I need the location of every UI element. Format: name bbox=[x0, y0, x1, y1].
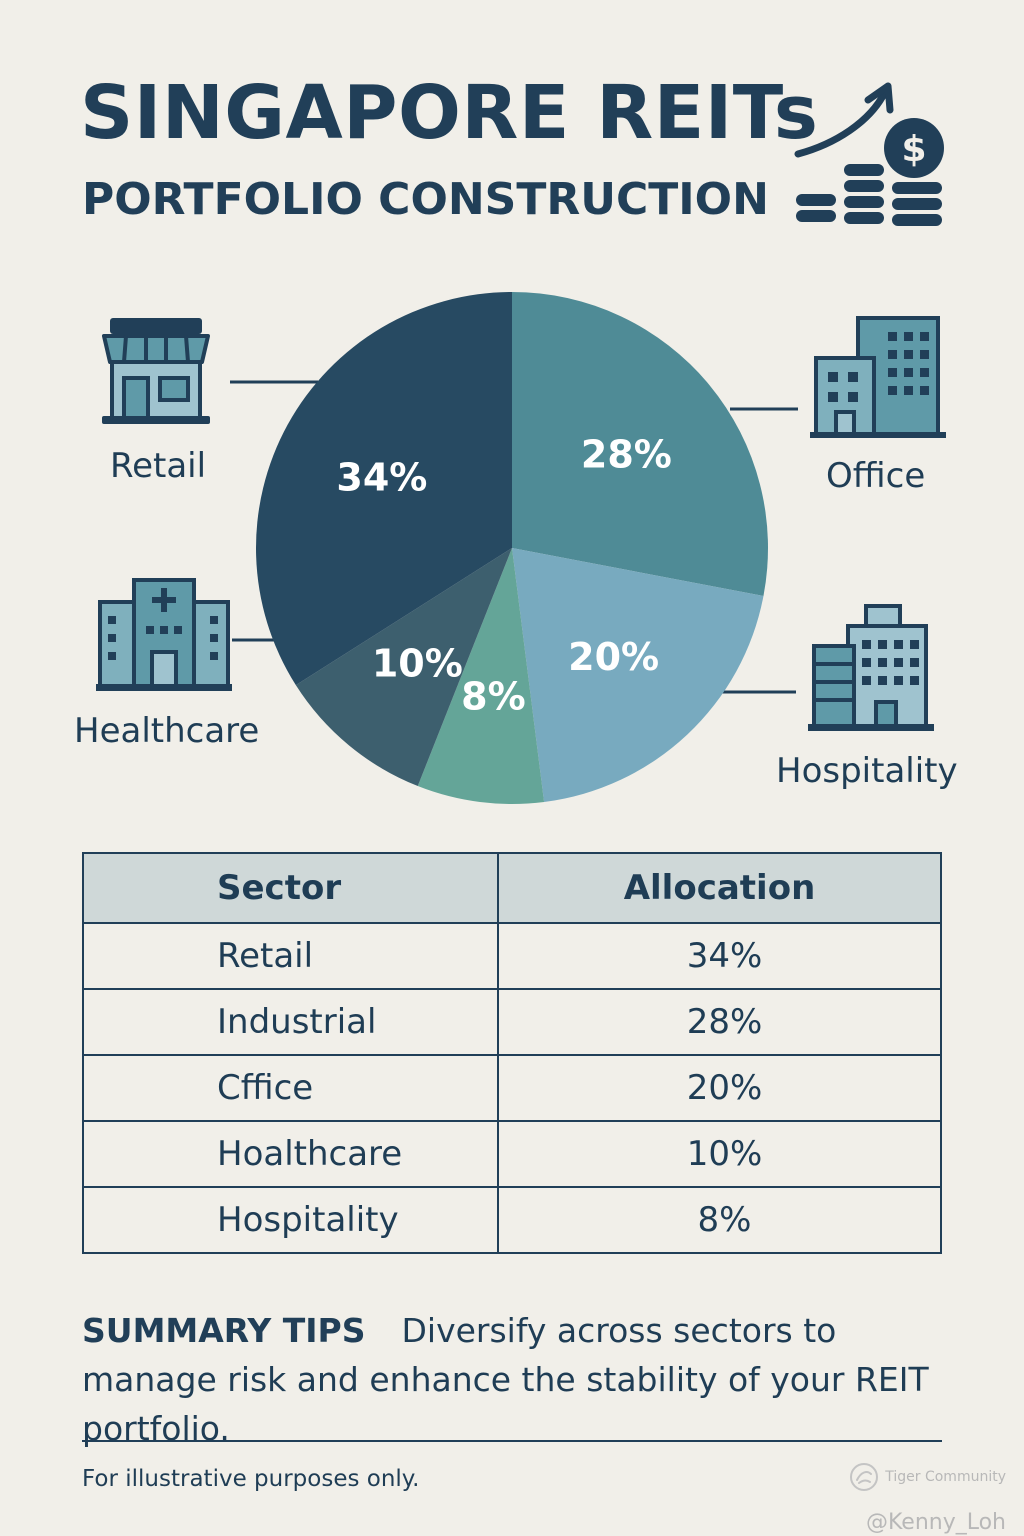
pie-slice bbox=[512, 548, 764, 802]
table-row: Hospitality 8% bbox=[82, 1186, 942, 1254]
table-row: Cffice 20% bbox=[82, 1054, 942, 1122]
table-header-sector: Sector bbox=[82, 852, 499, 924]
hotel-building-icon bbox=[808, 604, 934, 731]
pie-slice bbox=[512, 292, 769, 596]
table-row: Retail 34% bbox=[82, 922, 942, 990]
storefront-icon bbox=[102, 318, 210, 424]
pie-slice bbox=[295, 548, 512, 787]
table-cell-sector: Hoalthcare bbox=[82, 1120, 499, 1188]
table-cell-allocation: 28% bbox=[497, 988, 942, 1056]
table-cell-allocation: 20% bbox=[497, 1054, 942, 1122]
allocation-table: Sector Allocation Retail 34% Industrial … bbox=[82, 852, 942, 1254]
summary-tips-heading: SUMMARY TIPS bbox=[82, 1311, 366, 1350]
summary-tips: SUMMARY TIPS Diversify across sectors to … bbox=[82, 1306, 962, 1453]
sector-label-office: Office bbox=[826, 456, 926, 496]
footer-divider bbox=[82, 1440, 942, 1442]
table-cell-sector: Hospitality bbox=[82, 1186, 499, 1254]
sector-label-retail: Retail bbox=[110, 446, 207, 486]
pie-slice-label: 10% bbox=[372, 641, 463, 685]
page-subtitle: PORTFOLIO CONSTRUCTION bbox=[82, 174, 769, 225]
table-cell-sector: Cffice bbox=[82, 1054, 499, 1122]
table-row: Hoalthcare 10% bbox=[82, 1120, 942, 1188]
pie-slice-label: 8% bbox=[461, 674, 526, 718]
pie-slice bbox=[417, 548, 545, 805]
sector-label-healthcare: Healthcare bbox=[74, 711, 260, 751]
disclaimer: For illustrative purposes only. bbox=[82, 1466, 420, 1492]
page-title: SINGAPORE REITs bbox=[80, 70, 819, 156]
svg-text:$: $ bbox=[901, 129, 926, 170]
summary-tips-text: Diversify across sectors to manage risk … bbox=[82, 1311, 929, 1448]
watermark-handle: @Kenny_Loh bbox=[865, 1510, 1006, 1535]
pie-slice-label: 34% bbox=[336, 455, 427, 499]
table-cell-sector: Retail bbox=[82, 922, 499, 990]
table-row: Industrial 28% bbox=[82, 988, 942, 1056]
table-cell-allocation: 8% bbox=[497, 1186, 942, 1254]
tiger-logo-icon bbox=[850, 1463, 879, 1491]
sector-label-hospitality: Hospitality bbox=[776, 751, 958, 791]
table-cell-allocation: 10% bbox=[497, 1120, 942, 1188]
watermark: Tiger Community @Kenny_Loh bbox=[849, 1462, 1006, 1536]
table-header-allocation: Allocation bbox=[497, 852, 942, 924]
office-buildings-icon bbox=[810, 316, 946, 438]
pie-slice-label: 28% bbox=[581, 432, 672, 476]
hospital-icon bbox=[96, 578, 232, 691]
pie-slice-label: 20% bbox=[568, 635, 659, 679]
pie-slice bbox=[256, 292, 512, 686]
pie-chart: 28% 20% 8%10% 34% bbox=[230, 292, 798, 805]
table-cell-sector: Industrial bbox=[82, 988, 499, 1056]
money-growth-icon: $ bbox=[794, 82, 944, 226]
table-cell-allocation: 34% bbox=[497, 922, 942, 990]
watermark-brand: Tiger Community bbox=[885, 1468, 1006, 1485]
table-header-row: Sector Allocation bbox=[82, 852, 942, 924]
